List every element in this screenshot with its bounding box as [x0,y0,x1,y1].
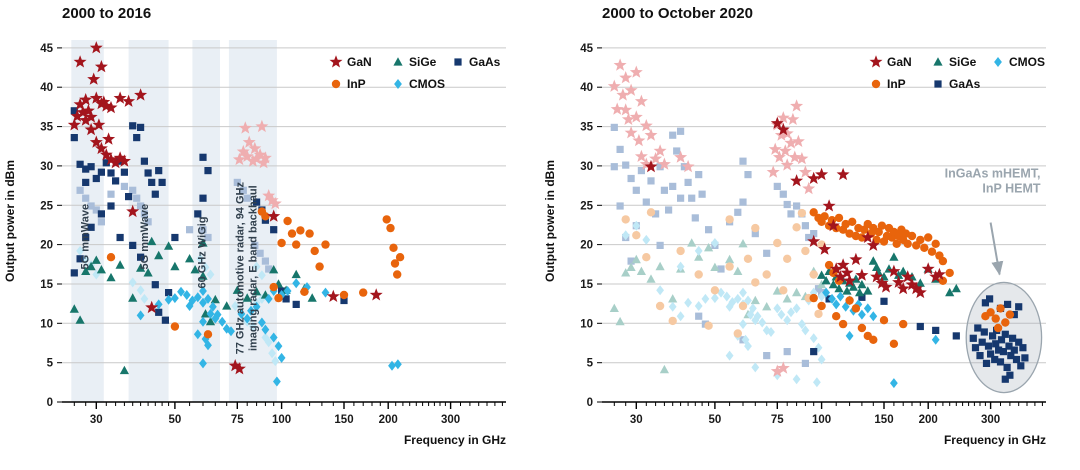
y-tick-label: 40 [580,82,593,94]
y-axis-title: Output power in dBm [543,160,557,282]
legend-item-InP: InP [871,77,906,91]
legend-item-GaN: GaN [329,55,372,69]
y-tick-label: 35 [40,122,53,134]
x-tick-label: 50 [709,414,722,426]
y-tick-label: 20 [580,240,593,252]
svg-text:CMOS: CMOS [409,77,445,91]
x-tick-label: 150 [874,414,893,426]
y-tick-label: 35 [580,122,593,134]
x-tick-label: 30 [630,414,643,426]
x-tick-label: 150 [334,414,353,426]
y-tick-label: 0 [587,397,593,409]
legend-item-GaAs: GaAs [934,77,981,91]
svg-text:InP: InP [347,77,366,91]
legend-item-SiGe: SiGe [393,55,437,69]
y-tick-label: 25 [40,200,53,212]
annotation-label: InP HEMT [982,182,1040,196]
svg-text:GaN: GaN [887,55,912,69]
y-tick-label: 45 [580,43,593,55]
y-tick-label: 0 [47,397,53,409]
annotation-arrow [989,222,1004,276]
band-label: 5G mmWave [79,204,91,270]
svg-text:InP: InP [887,77,906,91]
y-tick-label: 40 [40,82,53,94]
y-tick-label: 30 [580,161,593,173]
band-label: 77 GHz automotive radar, 94 GHz [234,182,246,355]
x-tick-label: 75 [771,414,784,426]
x-axis-title: Frequency in GHz [944,433,1046,447]
x-tick-label: 200 [379,414,398,426]
legend-item-InP: InP [331,77,366,91]
scatter-chart-2000-2020: 0 5 10 15 20 25 30 35 40 45 InGaAs mHEMT,InP HEMT 3… [540,0,1080,470]
y-tick-label: 15 [580,279,593,291]
panel-title: 2000 to 2016 [62,5,151,22]
panel-title: 2000 to October 2020 [602,5,753,22]
legend-item-GaN: GaN [869,55,912,69]
band-label: 60 GHz WiGig [197,216,209,288]
x-tick-label: 200 [919,414,938,426]
y-tick-label: 25 [580,200,593,212]
y-tick-label: 5 [587,358,594,370]
legend-item-CMOS: CMOS [394,77,445,91]
y-axis-title: Output power in dBm [3,160,17,282]
x-tick-label: 75 [231,414,244,426]
svg-text:SiGe: SiGe [949,55,977,69]
x-axis-title: Frequency in GHz [404,433,506,447]
x-tick-label: 50 [169,414,182,426]
svg-text:GaAs: GaAs [949,77,981,91]
y-tick-label: 5 [47,358,54,370]
x-tick-label: 300 [441,414,460,426]
annotation-label: InGaAs mHEMT, [945,167,1041,181]
x-tick-label: 100 [272,414,291,426]
y-tick-label: 45 [40,43,53,55]
legend-item-GaAs: GaAs [454,55,501,69]
y-tick-label: 15 [40,279,53,291]
svg-text:GaN: GaN [347,55,372,69]
svg-text:CMOS: CMOS [1009,55,1045,69]
x-tick-label: 300 [981,414,1000,426]
svg-text:SiGe: SiGe [409,55,437,69]
band-label: 5G mmWave [139,204,151,270]
band-label: imaging radar, E band backhaul [247,185,259,351]
svg-text:GaAs: GaAs [469,55,501,69]
x-tick-label: 100 [812,414,831,426]
legend-item-SiGe: SiGe [933,55,977,69]
scatter-chart-2000-2016: 0 5 10 15 20 25 30 35 40 45 5G mmWave 5G mmWave 60 G… [3,5,506,447]
legend-item-CMOS: CMOS [994,55,1045,69]
y-tick-label: 10 [40,318,53,330]
y-tick-label: 20 [40,240,53,252]
y-tick-label: 30 [40,161,53,173]
x-tick-label: 30 [90,414,103,426]
y-tick-label: 10 [580,318,593,330]
